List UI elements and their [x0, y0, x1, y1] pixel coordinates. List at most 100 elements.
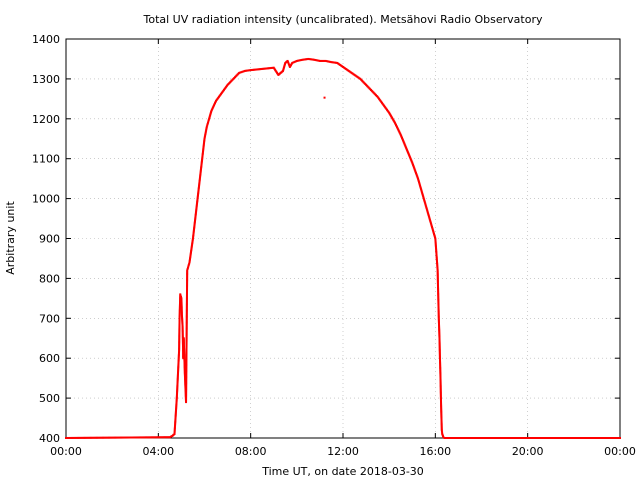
data-point	[181, 327, 184, 330]
data-point	[407, 152, 410, 155]
data-point	[438, 339, 441, 342]
data-point	[242, 70, 245, 73]
data-point	[195, 209, 198, 212]
data-point	[85, 436, 88, 439]
data-point	[185, 387, 188, 390]
data-point	[185, 385, 188, 388]
data-point	[430, 224, 433, 227]
data-point	[164, 436, 167, 439]
data-point	[186, 282, 189, 285]
data-point	[435, 259, 438, 262]
data-point	[438, 345, 441, 348]
data-point	[178, 318, 181, 321]
data-point	[192, 229, 195, 232]
data-point	[185, 319, 188, 322]
data-point	[440, 407, 443, 410]
data-point	[178, 324, 181, 327]
data-point	[80, 436, 83, 439]
data-point	[186, 281, 189, 284]
data-point	[324, 59, 327, 62]
data-point	[185, 300, 188, 303]
data-point	[504, 437, 507, 439]
data-point	[185, 377, 188, 380]
data-point	[490, 437, 493, 439]
data-point	[426, 209, 429, 212]
outlier-point	[323, 96, 326, 99]
data-point	[99, 436, 102, 439]
data-point	[195, 203, 198, 206]
data-point	[239, 71, 242, 74]
data-point	[248, 69, 251, 72]
data-point	[88, 436, 91, 439]
data-point	[205, 125, 208, 128]
data-point	[76, 436, 79, 439]
data-point	[182, 338, 185, 341]
data-point	[185, 322, 188, 325]
data-point	[178, 305, 181, 308]
data-point	[595, 437, 598, 439]
data-point	[572, 437, 575, 439]
data-point	[406, 150, 409, 153]
data-point	[196, 196, 199, 199]
data-point	[150, 436, 153, 439]
data-point	[465, 437, 468, 439]
data-point	[185, 399, 188, 402]
data-point	[178, 306, 181, 309]
data-point	[548, 437, 551, 439]
data-point	[468, 437, 471, 439]
data-point	[238, 71, 241, 74]
data-point	[508, 437, 511, 439]
data-point	[438, 353, 441, 356]
data-point	[439, 362, 442, 365]
data-point	[263, 67, 266, 70]
data-point	[200, 163, 203, 166]
data-point	[276, 71, 279, 74]
data-point	[185, 379, 188, 382]
data-point	[258, 68, 261, 71]
data-point	[185, 302, 188, 305]
data-point	[68, 436, 71, 439]
data-point	[166, 436, 169, 439]
y-tick-label: 600	[39, 352, 60, 365]
data-point	[429, 222, 432, 225]
data-point	[275, 70, 278, 73]
data-point	[147, 436, 150, 439]
data-point	[212, 104, 215, 107]
data-point	[185, 310, 188, 313]
data-point	[614, 437, 617, 439]
data-point	[486, 437, 489, 439]
data-point	[441, 434, 444, 437]
data-point	[426, 210, 429, 213]
data-point	[438, 357, 441, 360]
data-point	[183, 370, 186, 373]
data-point	[527, 437, 530, 439]
data-point	[414, 171, 417, 174]
data-point	[185, 369, 188, 372]
data-point	[257, 68, 260, 71]
data-point	[438, 346, 441, 349]
data-point	[190, 246, 193, 249]
data-point	[438, 329, 441, 332]
data-point	[437, 318, 440, 321]
data-point	[185, 329, 188, 332]
data-point	[185, 313, 188, 316]
data-point	[507, 437, 510, 439]
data-point	[185, 395, 188, 398]
data-point	[179, 293, 182, 296]
data-point	[185, 372, 188, 375]
data-point	[191, 239, 194, 242]
data-point	[203, 137, 206, 140]
data-point	[201, 153, 204, 156]
data-point	[439, 360, 442, 363]
data-point	[179, 298, 182, 301]
data-point	[247, 69, 250, 72]
data-point	[437, 297, 440, 300]
data-point	[543, 437, 546, 439]
data-point	[195, 208, 198, 211]
data-point	[183, 346, 186, 349]
data-point	[393, 121, 396, 124]
data-point	[476, 437, 479, 439]
data-point	[500, 437, 503, 439]
data-point	[243, 69, 246, 72]
